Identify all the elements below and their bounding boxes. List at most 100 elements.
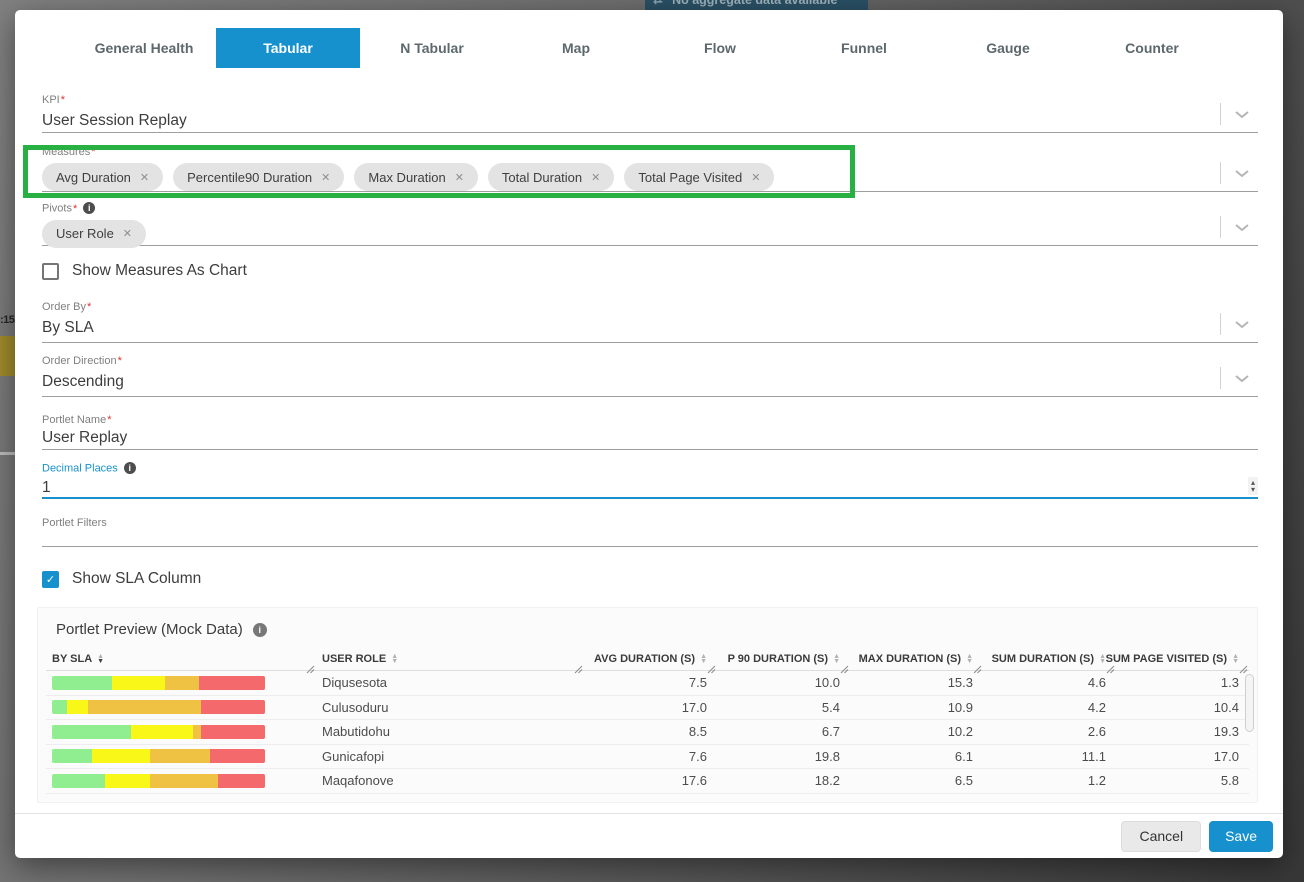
chevron-down-icon[interactable] xyxy=(1234,320,1250,329)
transfer-arrows-icon: ⇄ xyxy=(653,0,664,7)
chip-remove-icon[interactable]: ✕ xyxy=(122,228,133,240)
column-header-label: BY SLA xyxy=(52,652,93,665)
modal-footer: Cancel Save xyxy=(15,813,1283,858)
chip-user-role: User Role ✕ xyxy=(42,219,147,248)
column-header-avg-duration-s[interactable]: AVG DURATION (S) ▲ ▼ xyxy=(584,647,717,673)
value-cell: 17.0 xyxy=(681,699,707,715)
tab-map[interactable]: Map xyxy=(562,40,590,56)
pivots-dropdown-toggle[interactable] xyxy=(1220,216,1250,238)
value-cell: 6.7 xyxy=(821,724,840,740)
decimal-places-input[interactable]: 1 xyxy=(42,478,51,496)
decimal-places-field: Decimal Places i 1 ▴ ▾ xyxy=(42,462,1258,499)
sort-icon[interactable]: ▲ ▼ xyxy=(966,652,973,665)
column-header-label: P 90 DURATION (S) xyxy=(727,652,829,665)
value-cell: 6.5 xyxy=(954,773,973,789)
chevron-down-icon[interactable] xyxy=(1234,110,1250,119)
stepper-up-icon[interactable]: ▴ xyxy=(1250,478,1255,487)
portlet-name-input[interactable]: User Replay xyxy=(42,429,128,446)
no-aggregate-data-toast: ⇄ No aggregate data available xyxy=(645,0,868,10)
column-header-max-duration-s[interactable]: MAX DURATION (S) ▲ ▼ xyxy=(850,647,983,673)
stepper-down-icon[interactable]: ▾ xyxy=(1250,485,1255,494)
tab-gauge[interactable]: Gauge xyxy=(986,40,1030,56)
column-resize-handle[interactable] xyxy=(707,665,716,677)
tab-funnel[interactable]: Funnel xyxy=(841,40,887,56)
info-icon[interactable]: i xyxy=(83,202,96,214)
column-header-user-role[interactable]: USER ROLE ▲ ▼ xyxy=(316,647,584,673)
chip-total-duration: Total Duration ✕ xyxy=(487,163,615,191)
column-resize-handle[interactable] xyxy=(1239,665,1248,677)
sla-bar xyxy=(52,700,265,715)
chevron-down-icon[interactable] xyxy=(1234,169,1250,178)
number-stepper[interactable]: ▴ ▾ xyxy=(1247,477,1258,495)
measures-field: Measures* Avg Duration ✕ Percentile90 Dura… xyxy=(42,146,1258,192)
value-cell: 19.8 xyxy=(814,748,840,764)
column-resize-handle[interactable] xyxy=(1106,665,1115,677)
chip-remove-icon[interactable]: ✕ xyxy=(139,171,150,184)
sla-segment xyxy=(66,700,89,715)
sort-icon[interactable]: ▲ ▼ xyxy=(700,652,707,665)
sort-icon[interactable]: ▲ ▼ xyxy=(833,652,840,665)
sla-segment xyxy=(52,675,112,690)
order-by-field: Order By* By SLA xyxy=(42,301,1258,343)
column-header-p-90-duration-s[interactable]: P 90 DURATION (S) ▲ ▼ xyxy=(717,647,850,673)
sort-icon[interactable]: ▲ ▼ xyxy=(1232,652,1239,665)
sla-segment xyxy=(149,773,219,788)
tab-tabular[interactable]: Tabular xyxy=(216,28,360,68)
info-icon[interactable]: i xyxy=(123,462,136,474)
chip-remove-icon[interactable]: ✕ xyxy=(751,171,761,184)
preview-scrollbar[interactable] xyxy=(1245,674,1254,796)
required-marker: * xyxy=(72,202,78,215)
column-header-label: SUM DURATION (S) xyxy=(991,652,1095,665)
column-resize-handle[interactable] xyxy=(574,665,583,677)
column-header-sum-duration-s[interactable]: SUM DURATION (S) ▲ ▼ xyxy=(983,647,1116,673)
chip-label: Total Page Visited xyxy=(638,169,743,185)
column-header-by-sla[interactable]: BY SLA ▲ ▼ xyxy=(46,647,316,673)
sla-segment xyxy=(52,724,131,739)
column-resize-handle[interactable] xyxy=(840,665,849,677)
sort-icon[interactable]: ▲ ▼ xyxy=(1099,652,1106,665)
sla-segment xyxy=(52,749,93,764)
order-direction-value[interactable]: Descending xyxy=(42,373,124,390)
kpi-dropdown-toggle[interactable] xyxy=(1220,103,1250,125)
chip-label: Max Duration xyxy=(368,169,446,185)
kpi-value[interactable]: User Session Replay xyxy=(42,112,187,129)
chip-remove-icon[interactable]: ✕ xyxy=(454,171,464,184)
order-by-value[interactable]: By SLA xyxy=(42,319,94,336)
sla-bar xyxy=(52,773,265,788)
order-direction-dropdown-toggle[interactable] xyxy=(1220,367,1250,389)
show-measures-as-chart-checkbox[interactable] xyxy=(42,262,59,280)
save-button[interactable]: Save xyxy=(1209,820,1273,852)
scrollbar-thumb[interactable] xyxy=(1245,674,1254,732)
chip-remove-icon[interactable]: ✕ xyxy=(321,171,331,184)
chip-remove-icon[interactable]: ✕ xyxy=(591,171,601,184)
tab-counter[interactable]: Counter xyxy=(1125,40,1179,56)
chevron-down-icon[interactable] xyxy=(1234,374,1250,383)
show-sla-column-checkbox[interactable]: ✓ xyxy=(42,570,59,588)
info-icon[interactable]: i xyxy=(252,622,267,637)
measures-chip-list: Avg Duration ✕ Percentile90 Duration ✕ Max D… xyxy=(42,163,1258,191)
value-cell: 19.3 xyxy=(1213,724,1239,740)
tab-n-tabular[interactable]: N Tabular xyxy=(400,40,464,56)
cancel-button[interactable]: Cancel xyxy=(1121,820,1202,852)
column-resize-handle[interactable] xyxy=(973,665,982,677)
sla-cell xyxy=(46,749,316,764)
tab-flow[interactable]: Flow xyxy=(704,40,736,56)
column-header-sum-page-visited-s[interactable]: SUM PAGE VISITED (S) ▲ ▼ xyxy=(1106,647,1249,673)
sort-icon[interactable]: ▲ ▼ xyxy=(97,652,105,665)
value-cell: 17.0 xyxy=(1213,748,1239,764)
divider xyxy=(1220,162,1221,184)
chip-label: Percentile90 Duration xyxy=(187,169,313,185)
sla-cell xyxy=(46,724,316,739)
chevron-down-icon[interactable] xyxy=(1234,223,1250,232)
measures-dropdown-toggle[interactable] xyxy=(1220,162,1250,184)
sort-icon[interactable]: ▲ ▼ xyxy=(391,652,399,665)
show-sla-column-row: ✓ Show SLA Column xyxy=(42,570,201,588)
divider xyxy=(1220,103,1221,125)
order-by-dropdown-toggle[interactable] xyxy=(1220,313,1250,335)
value-cell: 10.2 xyxy=(947,724,973,740)
value-cell: 6.1 xyxy=(954,748,973,764)
sla-segment xyxy=(111,675,165,690)
column-resize-handle[interactable] xyxy=(306,665,315,677)
value-cell: 5.8 xyxy=(1220,773,1239,789)
tab-general-health[interactable]: General Health xyxy=(94,40,194,56)
